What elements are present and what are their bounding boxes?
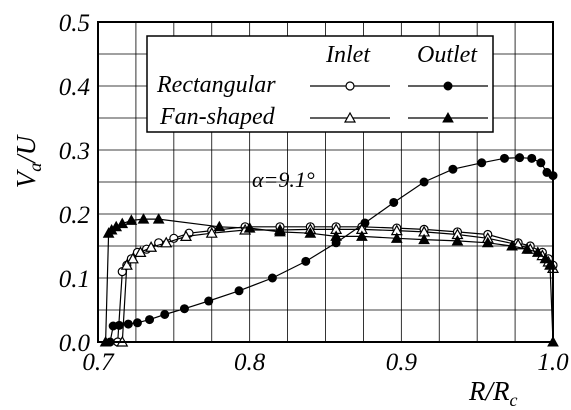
y-axis-title-rest: /U xyxy=(11,134,41,165)
legend-sample xyxy=(408,111,488,123)
data-point xyxy=(499,153,509,163)
x-tick-label: 0.9 xyxy=(386,349,418,376)
ticks: 0.0 0.1 0.2 0.3 0.4 0.5 0.7 0.8 0.9 1.0 xyxy=(59,10,569,376)
plot-frame xyxy=(97,21,554,343)
data-point xyxy=(451,234,464,246)
y-tick-label: 0.0 xyxy=(59,330,91,357)
data-point xyxy=(152,213,165,224)
legend-header-inlet: Inlet xyxy=(325,42,371,68)
series-layer xyxy=(99,153,560,347)
legend-sample xyxy=(310,111,390,123)
data-point xyxy=(304,227,317,238)
x-tick-label: 0.8 xyxy=(234,349,266,376)
data-point xyxy=(531,246,544,257)
data-point xyxy=(125,214,138,225)
y-tick-label: 0.2 xyxy=(59,202,90,229)
legend-samples xyxy=(310,81,488,123)
data-point xyxy=(134,246,147,257)
legend-marker xyxy=(343,111,357,123)
data-point xyxy=(506,239,518,251)
data-point xyxy=(360,218,370,228)
data-point xyxy=(536,158,546,168)
x-axis-title: R/Rc xyxy=(468,376,518,410)
data-point xyxy=(179,304,189,314)
data-point xyxy=(274,225,286,237)
data-point xyxy=(301,256,311,266)
x-tick-label: 1.0 xyxy=(537,349,569,376)
legend-label-rectangular: Rectangular xyxy=(156,72,276,98)
data-point xyxy=(132,318,142,328)
data-point xyxy=(179,230,192,241)
data-point xyxy=(123,319,133,329)
data-point xyxy=(234,286,244,296)
y-axis-title: Va/U xyxy=(11,134,45,188)
data-point xyxy=(204,296,214,306)
x-axis-title-sub: c xyxy=(510,390,518,410)
y-tick-label: 0.1 xyxy=(59,266,90,293)
data-point xyxy=(419,177,429,187)
data-point xyxy=(145,315,155,325)
data-point xyxy=(267,273,277,283)
data-point xyxy=(205,226,218,238)
y-tick-label: 0.4 xyxy=(59,74,90,101)
data-point xyxy=(137,213,150,224)
data-point xyxy=(515,153,525,163)
legend-sample xyxy=(310,81,390,91)
data-point xyxy=(243,222,256,233)
series-fan-shaped-outlet xyxy=(99,213,559,347)
data-point xyxy=(389,197,399,207)
data-point xyxy=(477,158,487,168)
data-point xyxy=(448,164,458,174)
data-point xyxy=(521,243,534,254)
legend-marker xyxy=(442,111,454,123)
data-point xyxy=(213,220,226,232)
data-point xyxy=(390,232,403,243)
x-axis-title-main: R/R xyxy=(468,376,510,406)
y-tick-label: 0.3 xyxy=(59,138,90,165)
data-point xyxy=(160,236,173,248)
data-point xyxy=(145,241,158,252)
data-point xyxy=(126,252,139,264)
series-line xyxy=(121,228,554,343)
legend-marker xyxy=(345,81,355,91)
data-point xyxy=(481,236,494,248)
legend-marker xyxy=(443,81,453,91)
legend-label-fan-shaped: Fan-shaped xyxy=(159,104,276,130)
y-tick-label: 0.5 xyxy=(59,10,90,37)
y-axis-title-sub: a xyxy=(25,163,45,172)
data-point xyxy=(160,309,170,319)
data-point xyxy=(418,233,430,245)
data-point xyxy=(356,230,368,241)
series-line xyxy=(109,157,554,343)
legend-sample xyxy=(408,81,488,91)
data-point xyxy=(120,258,133,270)
legend-box xyxy=(146,35,494,133)
x-tick-label: 0.7 xyxy=(82,349,115,376)
data-point xyxy=(539,252,552,264)
y-axis-title-main: V xyxy=(11,168,41,188)
data-point xyxy=(527,153,537,163)
data-point xyxy=(330,230,342,241)
legend-header-outlet: Outlet xyxy=(417,42,478,68)
alpha-annotation: α=9.1° xyxy=(252,167,315,192)
legend: Inlet Outlet Rectangular Fan-shaped xyxy=(146,35,494,133)
data-point xyxy=(114,320,124,330)
data-point xyxy=(116,217,129,229)
